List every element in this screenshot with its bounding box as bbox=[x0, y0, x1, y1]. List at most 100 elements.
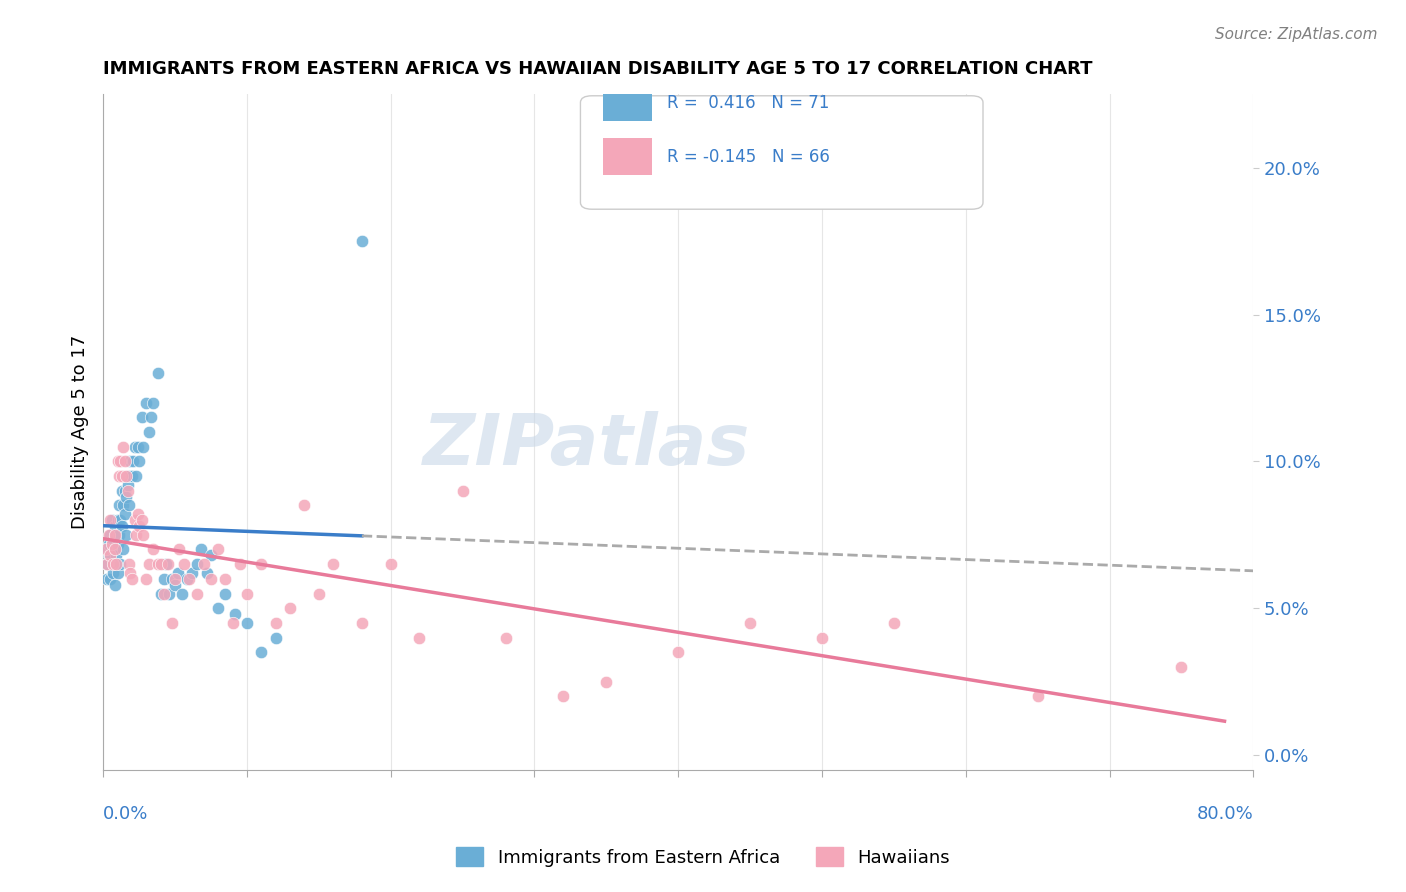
Point bbox=[149, 586, 172, 600]
Point bbox=[138, 425, 160, 439]
Point bbox=[104, 577, 127, 591]
Point bbox=[124, 440, 146, 454]
Point bbox=[103, 542, 125, 557]
Point bbox=[111, 519, 134, 533]
Point bbox=[152, 586, 174, 600]
Point bbox=[553, 690, 575, 704]
Point bbox=[114, 454, 136, 468]
Point bbox=[97, 536, 120, 550]
Text: Source: ZipAtlas.com: Source: ZipAtlas.com bbox=[1215, 27, 1378, 42]
Point bbox=[135, 572, 157, 586]
Point bbox=[160, 572, 183, 586]
Point bbox=[186, 586, 208, 600]
Point bbox=[163, 572, 186, 586]
Point bbox=[104, 542, 127, 557]
Point bbox=[103, 557, 125, 571]
Text: R = -0.145   N = 66: R = -0.145 N = 66 bbox=[666, 148, 830, 166]
Point bbox=[186, 557, 208, 571]
Point bbox=[127, 508, 149, 522]
Point bbox=[190, 542, 212, 557]
Text: ZIPatlas: ZIPatlas bbox=[423, 411, 749, 480]
Point bbox=[110, 454, 132, 468]
Legend: Immigrants from Eastern Africa, Hawaiians: Immigrants from Eastern Africa, Hawaiian… bbox=[449, 840, 957, 874]
Point bbox=[179, 572, 201, 586]
Point bbox=[128, 454, 150, 468]
Point bbox=[173, 557, 195, 571]
Point bbox=[666, 645, 689, 659]
Point bbox=[264, 631, 287, 645]
Point bbox=[120, 454, 142, 468]
Point bbox=[132, 528, 155, 542]
Point bbox=[738, 615, 761, 630]
Point bbox=[322, 557, 344, 571]
FancyBboxPatch shape bbox=[581, 95, 983, 210]
Point bbox=[114, 508, 136, 522]
Point bbox=[107, 513, 129, 527]
Point bbox=[883, 615, 905, 630]
Point bbox=[408, 631, 430, 645]
Point bbox=[96, 557, 118, 571]
Point bbox=[451, 483, 474, 498]
Point bbox=[112, 440, 135, 454]
Point bbox=[207, 601, 229, 615]
Point bbox=[308, 586, 330, 600]
Point bbox=[163, 577, 186, 591]
Point bbox=[107, 566, 129, 580]
Point bbox=[104, 528, 127, 542]
Point bbox=[250, 645, 273, 659]
Point bbox=[118, 499, 141, 513]
Point bbox=[121, 469, 143, 483]
Point bbox=[380, 557, 402, 571]
Point bbox=[100, 536, 122, 550]
Point bbox=[146, 557, 169, 571]
FancyBboxPatch shape bbox=[603, 85, 652, 121]
Point bbox=[121, 572, 143, 586]
Point bbox=[104, 557, 127, 571]
Point bbox=[118, 469, 141, 483]
Point bbox=[250, 557, 273, 571]
Point bbox=[100, 513, 122, 527]
Point bbox=[117, 483, 139, 498]
Point bbox=[157, 586, 180, 600]
Point bbox=[193, 557, 215, 571]
Point bbox=[160, 615, 183, 630]
Point bbox=[108, 469, 131, 483]
Point bbox=[149, 557, 172, 571]
Text: 0.0%: 0.0% bbox=[103, 805, 149, 823]
Point bbox=[181, 566, 204, 580]
Point bbox=[142, 395, 165, 409]
Point bbox=[350, 234, 373, 248]
Point bbox=[112, 499, 135, 513]
Point bbox=[112, 542, 135, 557]
Point bbox=[139, 410, 162, 425]
Point bbox=[200, 549, 222, 563]
Point bbox=[125, 469, 148, 483]
Point bbox=[236, 615, 259, 630]
Text: 80.0%: 80.0% bbox=[1197, 805, 1253, 823]
Point bbox=[195, 566, 218, 580]
Point bbox=[131, 410, 153, 425]
Point bbox=[169, 542, 191, 557]
FancyBboxPatch shape bbox=[603, 138, 652, 176]
Point bbox=[98, 549, 121, 563]
Point bbox=[110, 513, 132, 527]
Point bbox=[108, 528, 131, 542]
Point bbox=[236, 586, 259, 600]
Point bbox=[495, 631, 517, 645]
Point bbox=[114, 483, 136, 498]
Point bbox=[110, 557, 132, 571]
Point bbox=[214, 572, 236, 586]
Point bbox=[111, 483, 134, 498]
Point bbox=[104, 519, 127, 533]
Point bbox=[135, 395, 157, 409]
Point bbox=[118, 557, 141, 571]
Point bbox=[124, 513, 146, 527]
Point bbox=[111, 469, 134, 483]
Point bbox=[117, 478, 139, 492]
Point bbox=[97, 528, 120, 542]
Point bbox=[107, 454, 129, 468]
Point bbox=[132, 440, 155, 454]
Point bbox=[96, 557, 118, 571]
Point bbox=[105, 557, 128, 571]
Point bbox=[221, 615, 243, 630]
